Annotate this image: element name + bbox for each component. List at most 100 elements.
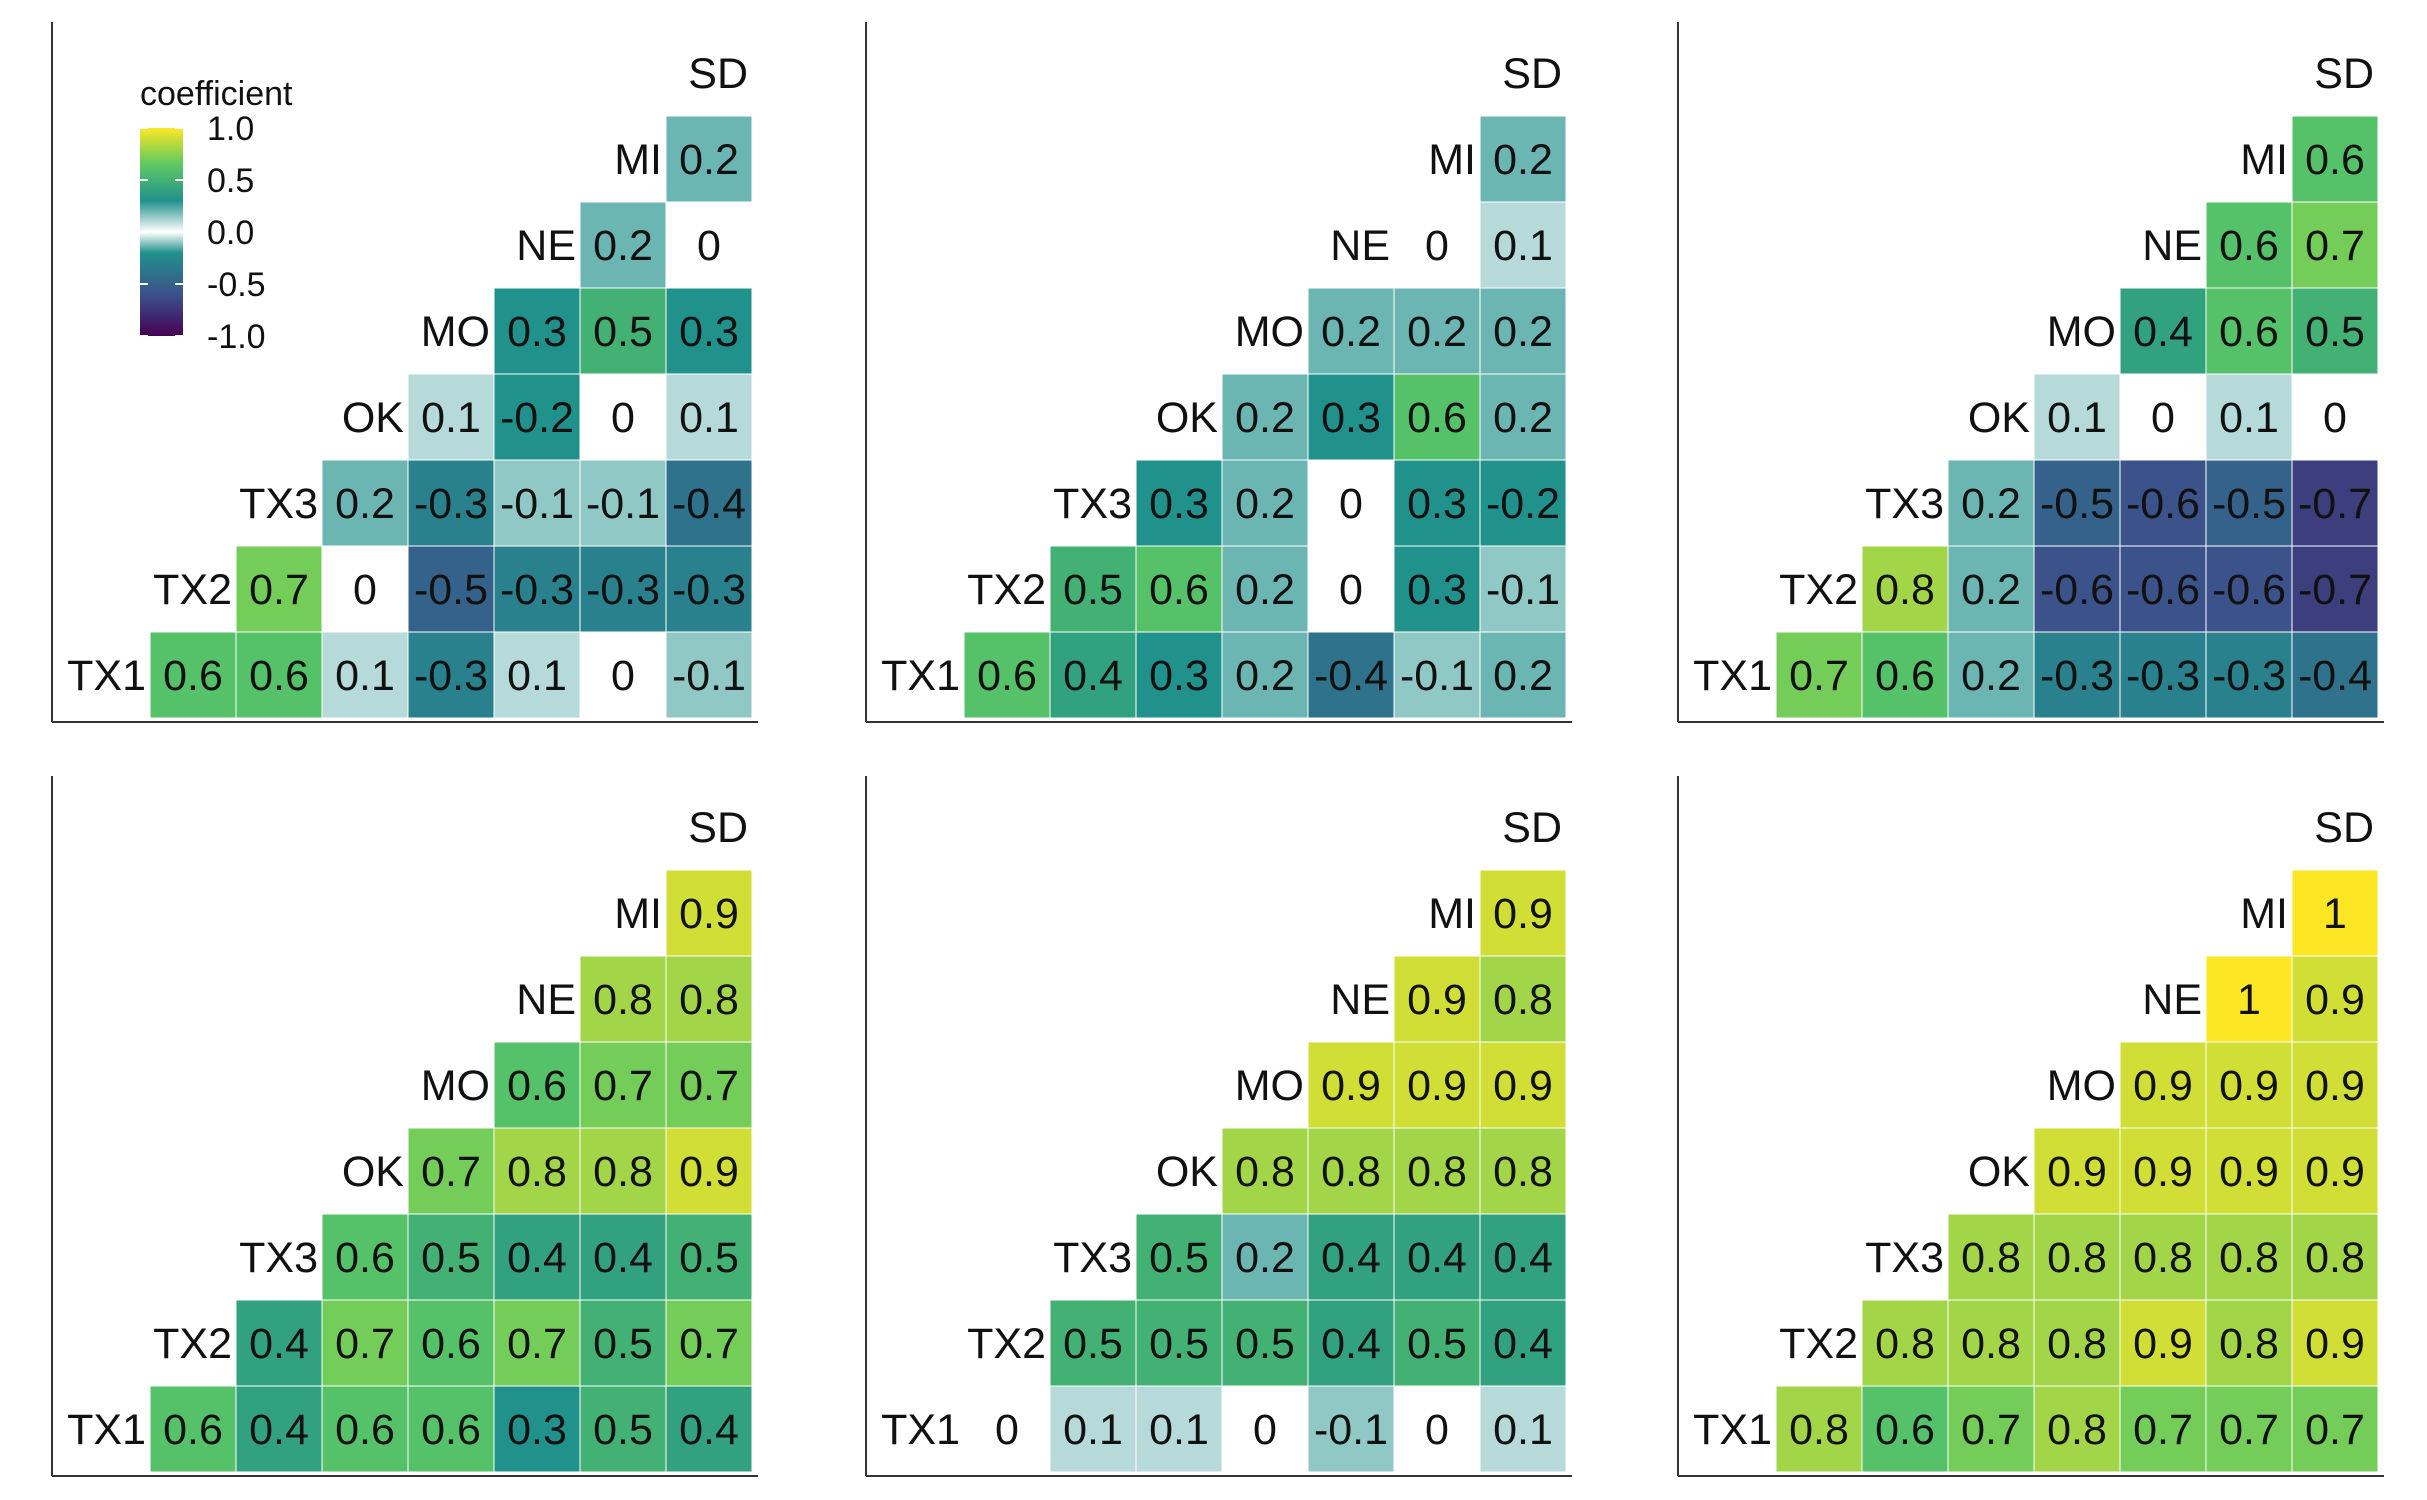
cell-value-label: 0.1 — [1063, 1406, 1123, 1454]
cell-value-label: 0.8 — [2047, 1320, 2107, 1368]
heatmap-cell — [1775, 631, 1863, 719]
heatmap-cell — [2119, 287, 2207, 375]
variable-label-tx2: TX2 — [967, 566, 1046, 614]
cell-value-label: 0.5 — [593, 1320, 653, 1368]
cell-value-label: 0.7 — [1961, 1406, 2021, 1454]
heatmap-cell — [1307, 373, 1395, 461]
cell-value-label: 0.6 — [163, 652, 223, 700]
heatmap-cell — [493, 459, 581, 547]
heatmap-cell — [665, 1213, 753, 1301]
heatmap-cell — [1479, 287, 1567, 375]
heatmap-cell — [963, 1385, 1051, 1473]
cell-value-label: 0.4 — [507, 1234, 567, 1282]
cell-value-label: -0.2 — [500, 394, 574, 442]
cell-value-label: 0.8 — [2219, 1320, 2279, 1368]
cell-value-label: 0.2 — [1235, 480, 1295, 528]
heatmap-cell — [1307, 1385, 1395, 1473]
heatmap-cell — [2291, 115, 2379, 203]
cell-value-label: 0.8 — [1321, 1148, 1381, 1196]
cell-value-label: 0.6 — [163, 1406, 223, 1454]
heatmap-cell — [2291, 1299, 2379, 1387]
heatmap-cell — [407, 1299, 495, 1387]
heatmap-cell — [1393, 1385, 1481, 1473]
cell-value-label: 0.6 — [1407, 394, 1467, 442]
heatmap-cell — [1479, 115, 1567, 203]
cell-value-label: 0.6 — [421, 1406, 481, 1454]
heatmap-cell — [2033, 1213, 2121, 1301]
heatmap-cell — [235, 545, 323, 633]
cell-value-label: 0.8 — [507, 1148, 567, 1196]
cell-value-label: 0.7 — [593, 1062, 653, 1110]
cell-value-label: 0.9 — [1407, 1062, 1467, 1110]
heatmap-cell — [321, 545, 409, 633]
cell-value-label: -0.3 — [672, 566, 746, 614]
cell-value-label: 0.6 — [507, 1062, 567, 1110]
heatmap-cell — [407, 545, 495, 633]
heatmap-cell — [2291, 459, 2379, 547]
heatmap-cell — [2033, 1385, 2121, 1473]
heatmap-cell — [1307, 459, 1395, 547]
cell-value-label: 0.3 — [1149, 480, 1209, 528]
heatmap-cell — [1861, 631, 1949, 719]
heatmap-cell — [579, 955, 667, 1043]
cell-value-label: 0 — [1339, 480, 1363, 528]
variable-label-ne: NE — [1330, 976, 1390, 1024]
cell-value-label: 0.4 — [1321, 1234, 1381, 1282]
cell-value-label: 0 — [1339, 566, 1363, 614]
cell-value-label: 0.8 — [1961, 1234, 2021, 1282]
cell-value-label: 0.7 — [2305, 1406, 2365, 1454]
cell-value-label: 0.7 — [249, 566, 309, 614]
cell-value-label: 0.7 — [2133, 1406, 2193, 1454]
variable-label-tx2: TX2 — [1779, 1320, 1858, 1368]
heatmap-cell — [407, 373, 495, 461]
cell-value-label: 0.6 — [2305, 136, 2365, 184]
heatmap-cell — [1947, 545, 2035, 633]
cell-value-label: 0.1 — [421, 394, 481, 442]
legend-tick-label: 0.0 — [207, 214, 254, 252]
cell-value-label: 0.2 — [1493, 652, 1553, 700]
variable-label-sd: SD — [688, 804, 748, 852]
heatmap-cell — [2205, 955, 2293, 1043]
heatmap-cell — [149, 631, 237, 719]
heatmap-cell — [1307, 545, 1395, 633]
cell-value-label: 0.1 — [335, 652, 395, 700]
cell-value-label: 0.6 — [1875, 1406, 1935, 1454]
cell-value-label: 0.9 — [1493, 890, 1553, 938]
variable-label-mi: MI — [614, 136, 662, 184]
cell-value-label: -0.1 — [1314, 1406, 1388, 1454]
cell-value-label: 0.6 — [335, 1406, 395, 1454]
heatmap-cell — [579, 373, 667, 461]
heatmap-cell — [665, 287, 753, 375]
heatmap-cell — [2205, 1041, 2293, 1129]
heatmap-cell — [1861, 545, 1949, 633]
cell-value-label: 0.4 — [1493, 1234, 1553, 1282]
cell-value-label: 0.4 — [593, 1234, 653, 1282]
cell-value-label: 1 — [2237, 976, 2261, 1024]
variable-label-sd: SD — [688, 50, 748, 98]
variable-label-mo: MO — [1235, 308, 1304, 356]
heatmap-cell — [1393, 1127, 1481, 1215]
cell-value-label: 0.9 — [2219, 1062, 2279, 1110]
heatmap-cell — [2205, 201, 2293, 289]
cell-value-label: 0.8 — [593, 1148, 653, 1196]
cell-value-label: 0.8 — [1235, 1148, 1295, 1196]
cell-value-label: 0.2 — [335, 480, 395, 528]
cell-value-label: -0.1 — [1400, 652, 1474, 700]
heatmap-cell — [1221, 1385, 1309, 1473]
cell-value-label: 0 — [611, 394, 635, 442]
cell-value-label: 0.6 — [2219, 308, 2279, 356]
heatmap-cell — [407, 459, 495, 547]
variable-label-tx3: TX3 — [1865, 1234, 1944, 1282]
heatmap-cell — [1947, 459, 2035, 547]
cell-value-label: -0.5 — [2040, 480, 2114, 528]
cell-value-label: -0.6 — [2212, 566, 2286, 614]
variable-label-ok: OK — [1156, 394, 1218, 442]
cell-value-label: 0.5 — [593, 308, 653, 356]
heatmap-cell — [1307, 631, 1395, 719]
heatmap-cell — [493, 373, 581, 461]
heatmap-cell — [579, 545, 667, 633]
cell-value-label: 0.5 — [679, 1234, 739, 1282]
heatmap-cell — [1221, 1299, 1309, 1387]
